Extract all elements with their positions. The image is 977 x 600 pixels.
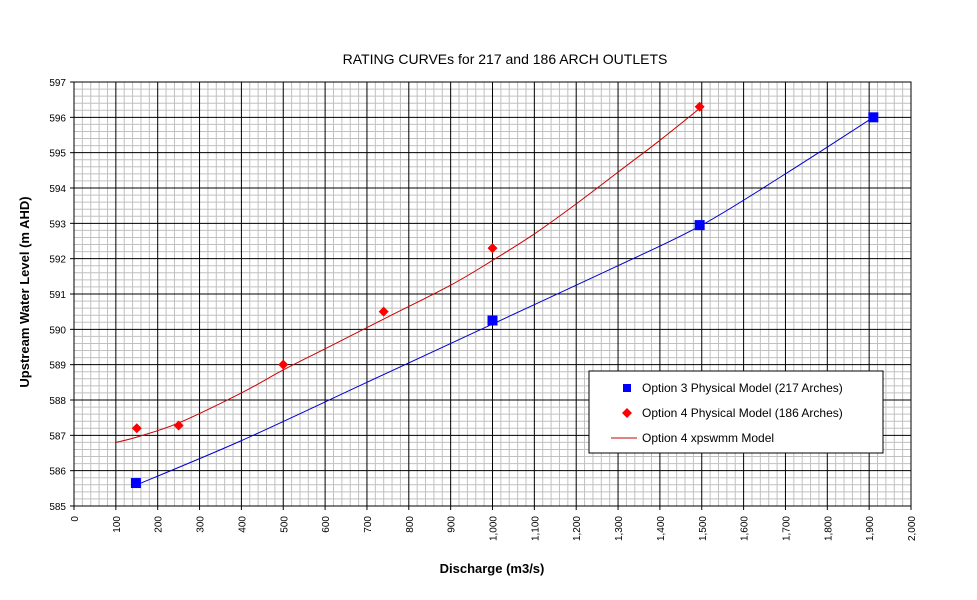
x-tick-label: 800 xyxy=(405,516,416,533)
x-tick-label: 600 xyxy=(321,516,332,533)
option4-data-point xyxy=(378,306,389,317)
option4-data-point xyxy=(487,243,498,254)
x-axis-title: Discharge (m3/s) xyxy=(440,561,545,576)
y-tick-label: 587 xyxy=(49,431,66,442)
x-tick-label: 2,000 xyxy=(907,516,918,541)
y-tick-label: 597 xyxy=(49,78,66,89)
option4-data-point xyxy=(131,423,142,434)
x-tick-label: 900 xyxy=(447,516,458,533)
x-tick-label: 1,500 xyxy=(698,516,709,541)
option4-data-point xyxy=(278,359,289,370)
option3-data-point xyxy=(487,315,498,326)
chart-title: RATING CURVEs for 217 and 186 ARCH OUTLE… xyxy=(343,51,668,67)
y-tick-label: 594 xyxy=(49,184,66,195)
legend-label: Option 4 Physical Model (186 Arches) xyxy=(642,406,843,420)
y-tick-label: 593 xyxy=(49,219,66,230)
y-tick-label: 589 xyxy=(49,361,66,372)
option3-data-point xyxy=(130,478,141,489)
x-tick-label: 0 xyxy=(70,516,81,522)
x-tick-label: 1,100 xyxy=(530,516,541,541)
x-tick-label: 500 xyxy=(279,516,290,533)
x-tick-label: 100 xyxy=(112,516,123,533)
x-tick-label: 1,900 xyxy=(865,516,876,541)
y-tick-label: 595 xyxy=(49,149,66,160)
x-tick-label: 700 xyxy=(363,516,374,533)
y-tick-label: 590 xyxy=(49,325,66,336)
legend-box xyxy=(588,370,884,454)
series-layer xyxy=(115,101,879,489)
y-tick-label: 586 xyxy=(49,467,66,478)
x-tick-label: 1,200 xyxy=(572,516,583,541)
y-tick-label: 596 xyxy=(49,113,66,124)
x-tick-label: 1,700 xyxy=(781,516,792,541)
x-tick-label: 400 xyxy=(237,516,248,533)
y-axis-title: Upstream Water Level (m AHD) xyxy=(17,196,32,387)
x-tick-label: 300 xyxy=(196,516,207,533)
y-tick-label: 592 xyxy=(49,255,66,266)
x-tick-label: 1,600 xyxy=(740,516,751,541)
x-tick-label: 1,800 xyxy=(823,516,834,541)
axis-ticks: 0 100 200 300 400 500 600 700 800 900 1,000 1,100 1,… xyxy=(49,78,918,541)
option4-data-point xyxy=(694,101,705,112)
legend-square-marker xyxy=(623,384,631,392)
x-tick-label: 200 xyxy=(154,516,165,533)
y-tick-label: 591 xyxy=(49,290,66,301)
x-tick-label: 1,400 xyxy=(656,516,667,541)
y-tick-label: 588 xyxy=(49,396,66,407)
y-tick-label: 585 xyxy=(49,502,66,513)
option3-trendline xyxy=(136,116,874,486)
option3-data-point xyxy=(694,220,705,231)
legend-label: Option 4 xpswmm Model xyxy=(642,431,774,445)
x-tick-label: 1,300 xyxy=(614,516,625,541)
option4-data-point xyxy=(173,420,184,431)
x-tick-label: 1,000 xyxy=(489,516,500,541)
legend-label: Option 3 Physical Model (217 Arches) xyxy=(642,381,843,395)
legend: Option 3 Physical Model (217 Arches) Opti… xyxy=(588,370,884,454)
legend-diamond-marker xyxy=(622,408,632,418)
option3-data-point xyxy=(868,112,879,123)
xpswmm-model-line xyxy=(115,106,703,443)
